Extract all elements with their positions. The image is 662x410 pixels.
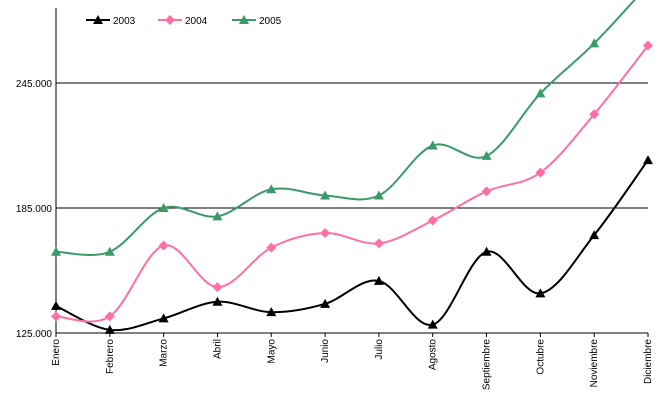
data-point-2003 bbox=[104, 324, 115, 334]
x-tick-label: Julio bbox=[374, 339, 385, 360]
data-point-2004 bbox=[158, 240, 169, 251]
x-tick-label: Marzo bbox=[159, 339, 170, 367]
legend: 2003 2004 2005 bbox=[86, 15, 282, 27]
data-point-2003 bbox=[427, 319, 438, 329]
data-point-2004 bbox=[643, 40, 653, 51]
data-point-2003 bbox=[266, 307, 277, 317]
data-point-2005 bbox=[373, 190, 384, 200]
data-point-2003 bbox=[643, 155, 653, 165]
data-point-2005 bbox=[212, 211, 223, 221]
x-tick-label: Septiembre bbox=[482, 339, 493, 391]
data-point-2005 bbox=[51, 246, 61, 256]
data-point-2003 bbox=[212, 296, 223, 306]
data-point-2005 bbox=[589, 38, 600, 48]
legend-label-2004: 2004 bbox=[185, 16, 208, 27]
data-point-2005 bbox=[535, 88, 546, 98]
series-line-2003 bbox=[55, 159, 649, 332]
data-point-2005 bbox=[266, 184, 277, 194]
data-point-2004 bbox=[320, 228, 331, 238]
x-tick-label: Noviembre bbox=[589, 339, 600, 388]
x-tick-label: Diciembre bbox=[643, 339, 654, 384]
axes bbox=[55, 8, 649, 337]
legend-marker-2005 bbox=[239, 15, 249, 24]
series-2005 bbox=[51, 0, 636, 256]
x-tick-label: Octubre bbox=[535, 339, 546, 375]
gridlines bbox=[56, 82, 648, 209]
legend-marker-2003 bbox=[93, 15, 103, 24]
data-point-2005 bbox=[427, 140, 438, 150]
y-tick-label: 125.000 bbox=[16, 329, 53, 340]
x-tick-labels: Enero Febrero Marzo Abril Mayo Junio Julio Agos… bbox=[51, 339, 654, 391]
data-point-2004 bbox=[373, 238, 384, 249]
data-point-2003 bbox=[589, 230, 600, 240]
legend-marker-2004 bbox=[165, 15, 175, 25]
y-tick-label: 245.000 bbox=[16, 79, 53, 90]
x-tick-label: Mayo bbox=[266, 339, 277, 364]
data-point-2004 bbox=[427, 215, 438, 226]
data-point-2003 bbox=[481, 246, 492, 256]
series-lines bbox=[51, 0, 653, 334]
series-2003 bbox=[51, 155, 653, 334]
data-point-2005 bbox=[320, 190, 331, 200]
legend-label-2005: 2005 bbox=[259, 16, 282, 27]
data-point-2005 bbox=[481, 150, 492, 160]
data-point-2004 bbox=[266, 242, 277, 253]
y-tick-label: 185.000 bbox=[16, 204, 53, 215]
data-point-2003 bbox=[535, 288, 546, 298]
y-tick-labels: 125.000 185.000 245.000 bbox=[16, 79, 53, 340]
data-point-2003 bbox=[373, 275, 384, 285]
x-tick-label: Febrero bbox=[105, 339, 116, 374]
data-point-2004 bbox=[481, 186, 492, 197]
series-line-2005 bbox=[55, 0, 636, 256]
data-point-2003 bbox=[158, 313, 169, 323]
data-point-2004 bbox=[535, 167, 546, 178]
data-point-2003 bbox=[320, 298, 331, 308]
data-point-2004 bbox=[104, 311, 115, 322]
series-line-2004 bbox=[55, 44, 649, 323]
legend-label-2003: 2003 bbox=[113, 16, 136, 27]
x-tick-label: Junio bbox=[320, 339, 331, 363]
data-point-2005 bbox=[104, 246, 115, 256]
data-point-2005 bbox=[158, 203, 169, 212]
data-point-2003 bbox=[51, 300, 61, 310]
x-tick-label: Agosto bbox=[428, 339, 439, 371]
series-2004 bbox=[51, 40, 653, 323]
data-point-2004 bbox=[212, 282, 223, 293]
x-tick-label: Enero bbox=[51, 339, 62, 366]
x-tick-label: Abril bbox=[212, 339, 223, 359]
data-point-2004 bbox=[51, 311, 61, 322]
data-point-2004 bbox=[589, 109, 600, 120]
